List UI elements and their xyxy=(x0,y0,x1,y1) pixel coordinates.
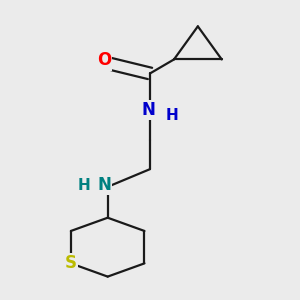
Text: S: S xyxy=(65,254,77,272)
Text: O: O xyxy=(97,51,111,69)
Text: N: N xyxy=(97,176,111,194)
Text: H: H xyxy=(166,108,178,123)
Text: N: N xyxy=(141,101,155,119)
Text: H: H xyxy=(77,178,90,193)
